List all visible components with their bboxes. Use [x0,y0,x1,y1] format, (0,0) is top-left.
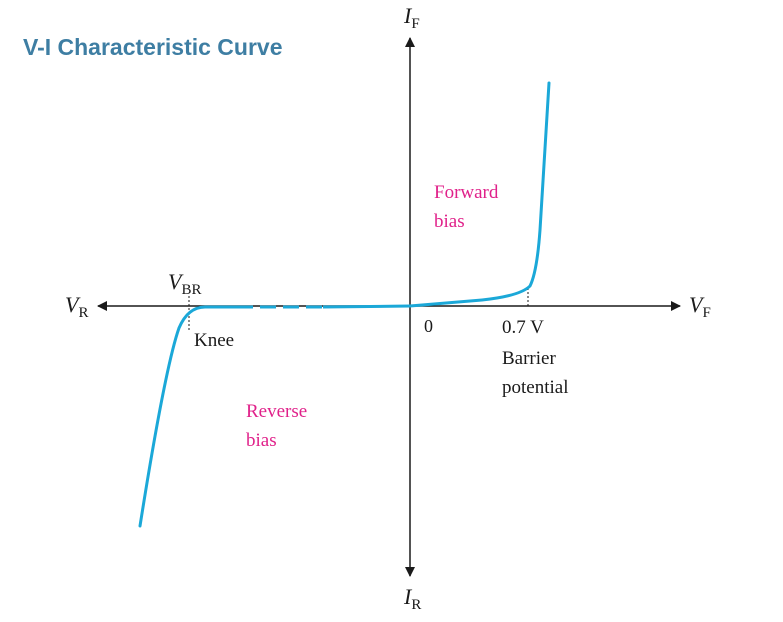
reverse-bias-label-line2: bias [246,430,277,451]
forward-current-label: IF [403,3,420,32]
barrier-label-line2: potential [502,377,568,398]
reverse-breakdown-curve [138,305,247,528]
forward-bias-curve [408,81,551,308]
breakdown-voltage-label: VBR [168,269,201,298]
knee-label: Knee [194,330,234,351]
diagram-title: V-I Characteristic Curve [23,34,283,60]
reverse-voltage-label: VR [65,292,88,321]
barrier-label-line1: Barrier [502,348,556,369]
forward-bias-label-line1: Forward [434,182,499,203]
forward-bias-label-line2: bias [434,211,465,232]
threshold-voltage-label: 0.7 V [502,317,544,338]
reverse-leakage-segment [322,304,411,309]
reverse-current-label: IR [403,584,421,613]
forward-voltage-label: VF [689,292,711,321]
origin-label: 0 [424,316,433,336]
reverse-bias-label-line1: Reverse [246,401,307,422]
